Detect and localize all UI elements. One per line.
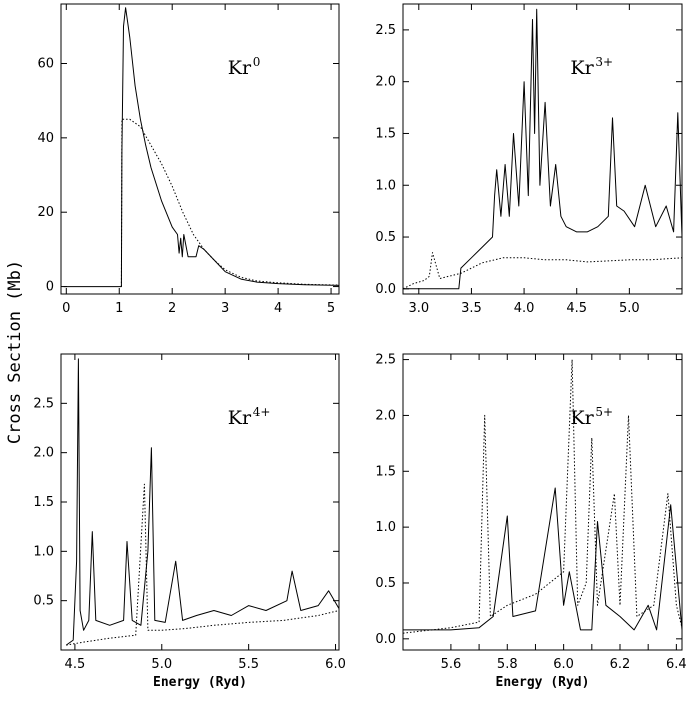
x-tick-label: 5.8 [497,657,518,672]
series-dotted [403,252,682,290]
series-solid [403,487,682,631]
plot-frame [402,3,683,295]
plot-frame [60,353,340,651]
x-tick-label: 4.0 [514,301,535,316]
series-group [65,358,339,646]
x-tick-label: 4.5 [65,657,86,672]
y-tick-label: 0.5 [375,576,396,591]
y-tick-label: 2.5 [375,23,396,38]
x-axis-label: Energy (Ryd) [153,675,247,690]
ion-label: Kr [570,57,594,79]
y-tick-label: 60 [37,56,54,71]
y-tick-label: 1.0 [375,520,396,535]
y-tick-label: 2.0 [375,408,396,423]
ion-charge: 4+ [253,405,271,419]
y-axis-label: Cross Section (Mb) [5,260,25,444]
plot-frame [60,3,340,295]
ion-charge: 0 [253,55,261,69]
series-group [63,7,339,288]
ion-label: Kr [228,57,252,79]
x-tick-label: 6.2 [610,657,631,672]
x-tick-label: 6.0 [553,657,574,672]
y-tick-label: 1.5 [375,126,396,141]
x-tick-label: 2 [168,301,176,316]
series-dotted [403,359,682,634]
x-tick-label: 3 [221,301,229,316]
series-group [403,359,682,634]
series-dotted [66,483,339,646]
y-tick-label: 1.0 [33,544,54,559]
y-tick-label: 0.5 [33,594,54,609]
ion-charge: 5+ [595,405,613,419]
y-tick-label: 0 [46,280,54,295]
panel-kr4: 4.5 5.0 5.5 6.0 0.5 1.0 1.5 2.0 2.5 Kr 4+ Energy (R… [33,353,346,690]
series-solid [403,8,682,290]
x-tick-label: 4 [274,301,282,316]
x-tick-label: 4.5 [566,301,587,316]
y-tick-label: 2.0 [33,446,54,461]
x-tick-label: 3.0 [408,301,429,316]
y-tick-label: 20 [37,205,54,220]
plot-frame [402,353,683,651]
x-tick-label: 5 [327,301,335,316]
y-tick-label: 0.5 [375,230,396,245]
x-tick-label: 0 [62,301,70,316]
x-tick-label: 5.0 [619,301,640,316]
y-tick-label: 0.0 [375,282,396,297]
x-axis-label: Energy (Ryd) [496,675,590,690]
y-tick-label: 0.0 [375,632,396,647]
x-tick-label: 5.0 [151,657,172,672]
series-solid [63,7,339,288]
y-tick-label: 2.0 [375,75,396,90]
series-group [403,8,682,290]
x-tick-label: 6.0 [325,657,346,672]
ion-label: Kr [570,407,594,429]
x-tick-label: 3.5 [461,301,482,316]
x-tick-label: 5.5 [238,657,259,672]
y-tick-label: 2.5 [33,396,54,411]
ion-label: Kr [228,407,252,429]
x-tick-label: 6.4 [666,657,687,672]
y-tick-label: 2.5 [375,353,396,368]
x-tick-label: 1 [115,301,123,316]
y-tick-label: 1.5 [33,495,54,510]
series-solid [65,358,339,646]
panel-kr3: 3.0 3.5 4.0 4.5 5.0 0.0 0.5 1.0 1.5 2.0 2.5 Kr 3+ [375,3,683,316]
ion-charge: 3+ [595,55,613,69]
y-tick-label: 1.0 [375,178,396,193]
y-tick-label: 1.5 [375,464,396,479]
x-tick-label: 5.6 [441,657,462,672]
y-tick-label: 40 [37,131,54,146]
series-dotted [120,118,339,287]
panel-kr5: 5.6 5.8 6.0 6.2 6.4 0.0 0.5 1.0 1.5 2.0 2.5 Kr 5+ Ene… [375,353,686,690]
